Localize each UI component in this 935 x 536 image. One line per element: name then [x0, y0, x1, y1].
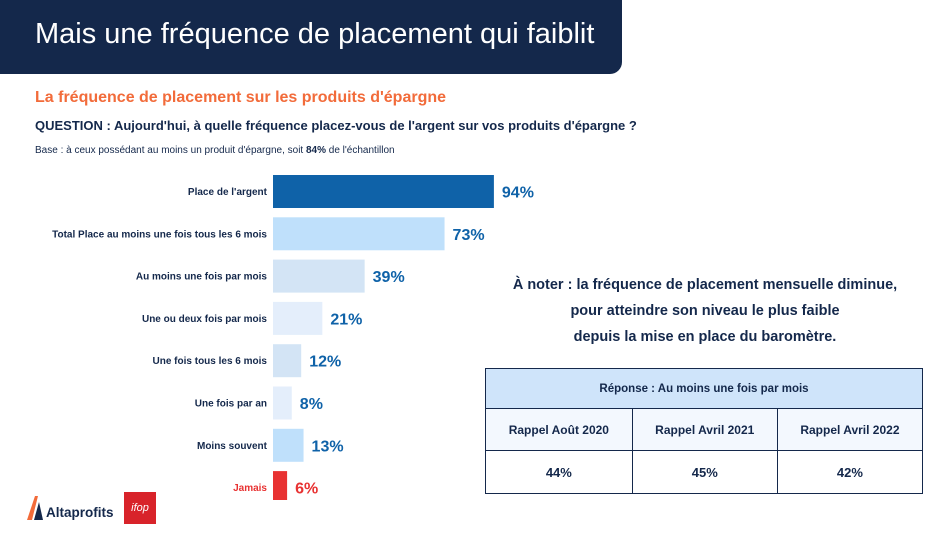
category-label-4: Une fois tous les 6 mois	[153, 356, 268, 367]
recall-val-2022: 42%	[776, 450, 924, 494]
value-label-3: 21%	[330, 311, 362, 328]
header-banner: Mais une fréquence de placement qui faib…	[0, 0, 622, 74]
recall-val-2021: 45%	[631, 450, 778, 494]
value-label-2: 39%	[373, 269, 405, 286]
chart-subtitle: La fréquence de placement sur les produi…	[35, 89, 447, 106]
base-suffix: de l'échantillon	[326, 145, 395, 156]
base-prefix: Base : à ceux possédant au moins un prod…	[35, 145, 306, 156]
category-label-1: Total Place au moins une fois tous les 6…	[52, 229, 267, 240]
bar-6	[273, 428, 304, 462]
category-label-3: Une ou deux fois par mois	[142, 314, 267, 325]
recall-col-2020: Rappel Août 2020	[485, 408, 633, 451]
bar-7	[273, 471, 288, 500]
bar-0	[273, 175, 494, 208]
base-pct: 84%	[305, 145, 326, 156]
page-title: Mais une fréquence de placement qui faib…	[35, 18, 595, 50]
category-label-7: Jamais	[233, 483, 267, 494]
base-note: Base : à ceux possédant au moins un prod…	[35, 145, 395, 156]
value-label-5: 8%	[300, 396, 323, 413]
note-line-2: pour atteindre son niveau le plus faible	[570, 303, 840, 319]
value-label-0: 94%	[502, 185, 534, 202]
recall-table: Réponse : Au moins une fois par mois Rap…	[485, 368, 924, 494]
value-label-7: 6%	[295, 481, 318, 498]
category-label-5: Une fois par an	[195, 399, 267, 410]
category-label-6: Moins souvent	[197, 441, 268, 452]
value-label-6: 13%	[312, 438, 344, 455]
recall-col-2021: Rappel Avril 2021	[631, 408, 778, 451]
bar-3	[273, 301, 323, 335]
bar-2	[273, 259, 365, 293]
ifop-logo: ifop	[124, 492, 156, 524]
note-line-1: À noter : la fréquence de placement mens…	[512, 277, 898, 293]
question-text: QUESTION : Aujourd'hui, à quelle fréquen…	[35, 118, 637, 133]
note-line-3: depuis la mise en place du baromètre.	[573, 329, 837, 345]
category-label-2: Au moins une fois par mois	[136, 272, 268, 283]
altaprofits-logo-icon	[27, 496, 43, 520]
bar-1	[273, 217, 445, 251]
bar-5	[273, 386, 292, 420]
bar-chart: Place de l'argent 94% Total Place au moins…	[52, 175, 534, 500]
recall-header: Réponse : Au moins une fois par mois	[485, 368, 923, 409]
category-label-0: Place de l'argent	[188, 187, 268, 198]
value-label-1: 73%	[453, 227, 485, 244]
recall-col-2022: Rappel Avril 2022	[776, 408, 924, 451]
value-label-4: 12%	[309, 354, 341, 371]
note-box: À noter : la fréquence de placement mens…	[480, 272, 930, 350]
bar-4	[273, 344, 302, 378]
recall-val-2020: 44%	[485, 450, 633, 494]
altaprofits-logo-text: Altaprofits	[46, 505, 114, 520]
